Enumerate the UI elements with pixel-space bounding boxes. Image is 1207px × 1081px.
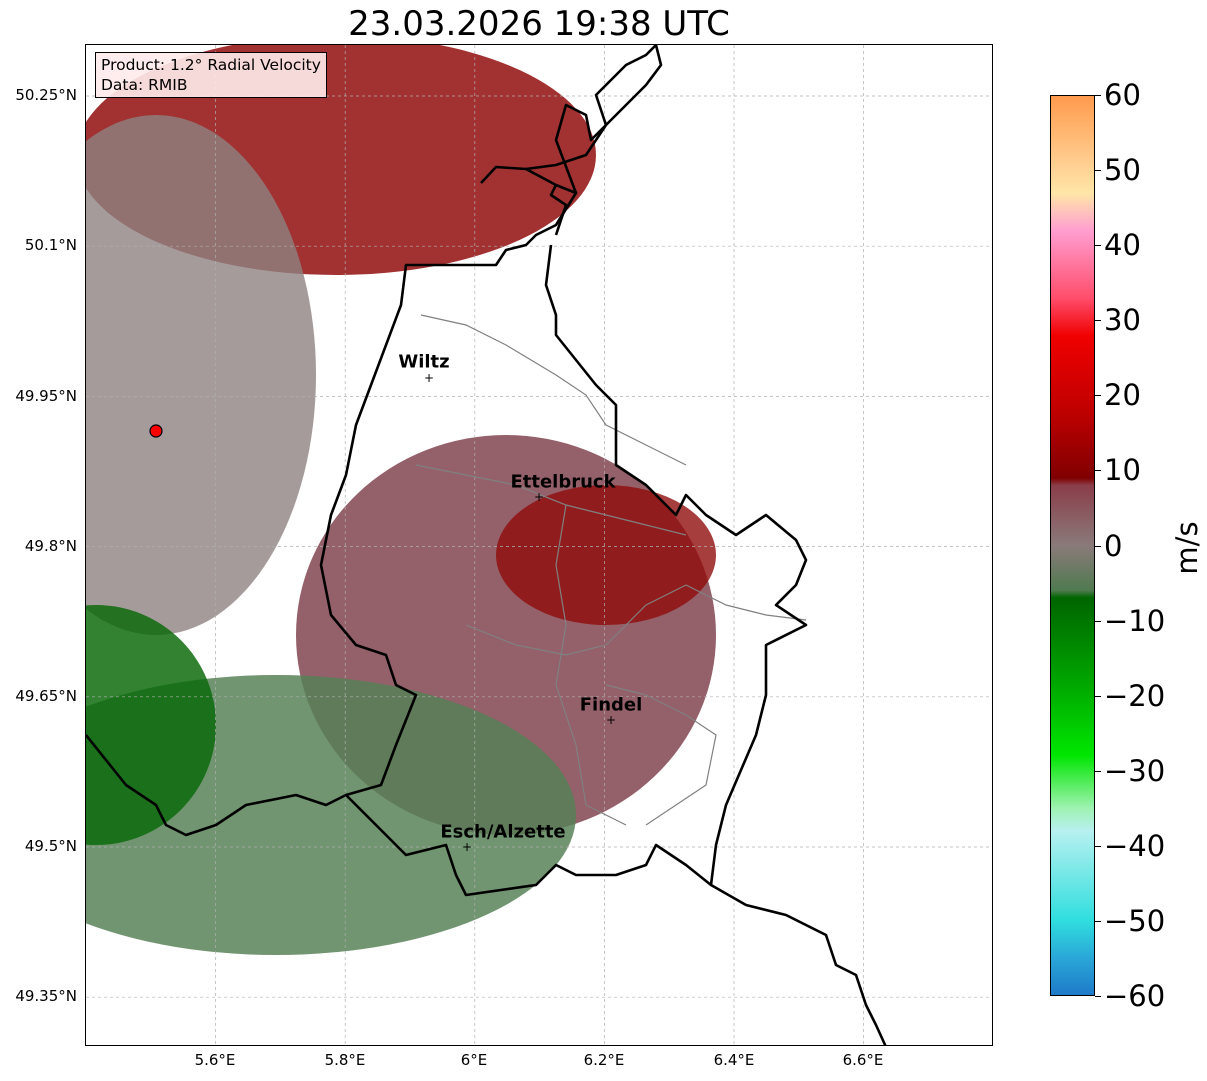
canton-line-1 [420,314,687,466]
colorbar-tick-label: 50 [1104,153,1141,188]
colorbar-tick-label: 30 [1104,303,1141,338]
canton-line-5 [605,684,717,826]
colorbar-tick-mark [1095,95,1101,96]
colorbar-tick-mark [1095,996,1101,997]
colorbar-tick-mark [1095,170,1101,172]
colorbar-tick-label: 20 [1104,378,1141,413]
velocity-colorbar [1050,95,1095,996]
radar-echo-layer [86,45,716,955]
lat-label: 49.8°N [24,537,77,555]
colorbar-tick-label: −10 [1104,603,1166,638]
lon-label: 6°E [460,1051,488,1069]
echo-east-red [496,485,716,625]
colorbar-tick-label: 40 [1104,228,1141,263]
colorbar-tick-mark [1095,770,1101,772]
lon-label: 6.4°E [713,1051,755,1069]
luxembourg-border [86,165,578,837]
colorbar-tick-mark [1095,245,1101,247]
city-label-ettelbruck: Ettelbruck [510,471,616,493]
lat-label: 49.95°N [15,387,77,405]
canton-boundaries [415,314,807,826]
canton-line-4 [555,504,627,826]
colorbar-tick-label: −30 [1104,753,1166,788]
echo-far-west-green [86,605,216,845]
colorbar-tick-label: 0 [1104,528,1123,563]
city-marker-esch-alzette: + [461,840,473,854]
product-label: Product: 1.2° Radial Velocity [101,56,321,74]
radar-map[interactable] [85,44,993,1046]
colorbar-tick-mark [1095,320,1101,322]
lon-label: 5.6°E [194,1051,236,1069]
border-south [710,883,887,1045]
colorbar-tick-label: 60 [1104,78,1141,112]
lon-label: 6.2°E [583,1051,625,1069]
radar-svg [86,45,992,1045]
city-label-wiltz: Wiltz [398,351,450,373]
lon-label: 5.8°E [324,1051,366,1069]
colorbar-tick-mark [1095,845,1101,847]
colorbar-tick-label: 10 [1104,453,1141,488]
border-north [525,45,663,171]
map-title: 23.03.2026 19:38 UTC [348,4,730,44]
canton-line-3 [465,584,807,656]
colorbar-tick-label: −50 [1104,903,1166,938]
city-marker-ettelbruck: + [533,490,545,504]
product-info-box: Product: 1.2° Radial Velocity Data: RMIB [95,52,327,98]
colorbar-tick-label: −20 [1104,678,1166,713]
radar-site-marker[interactable] [149,424,163,438]
colorbar-tick-mark [1095,545,1101,547]
city-label-findel: Findel [579,694,643,716]
echo-west-gray [86,115,316,635]
colorbar-tick-mark [1095,395,1101,397]
colorbar-tick-label: −60 [1104,979,1166,1013]
colorbar-tick-mark [1095,920,1101,922]
colorbar-tick-mark [1095,470,1101,472]
colorbar-tick-mark [1095,620,1101,622]
city-marker-findel: + [605,713,617,727]
city-marker-wiltz: + [423,371,435,385]
lat-label: 50.25°N [15,86,77,104]
city-label-esch-alzette: Esch/Alzette [440,821,566,843]
lat-label: 50.1°N [24,236,77,254]
colorbar-tick-label: −40 [1104,828,1166,863]
lon-label: 6.6°E [842,1051,884,1069]
lat-label: 49.5°N [24,837,77,855]
colorbar-unit: m/s [1170,521,1204,575]
data-source-label: Data: RMIB [101,76,188,94]
colorbar-tick-mark [1095,695,1101,697]
lat-label: 49.65°N [15,687,77,705]
lat-label: 49.35°N [15,987,77,1005]
national-borders [86,45,887,1045]
